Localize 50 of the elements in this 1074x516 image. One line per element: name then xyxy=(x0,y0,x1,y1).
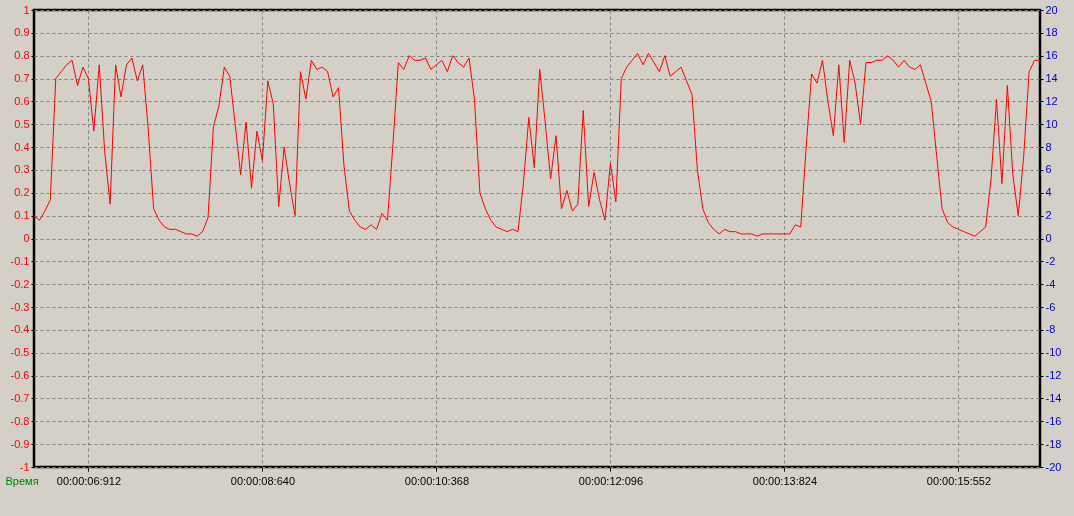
x-tick-label: 00:00:10:368 xyxy=(404,474,470,487)
y2-tick-label: 4 xyxy=(1045,186,1052,199)
y2-tick-label: 6 xyxy=(1045,163,1052,176)
y-tick-label: 0.6 xyxy=(14,94,30,107)
y-tick-label: 0.1 xyxy=(14,209,30,222)
y2-tick-label: 14 xyxy=(1045,72,1058,85)
y-tick-label: -0.9 xyxy=(10,437,30,450)
y-tick-label: -1 xyxy=(19,460,30,473)
y2-tick-label: -6 xyxy=(1045,300,1056,313)
y-tick-label: -0.2 xyxy=(10,277,30,290)
y2-tick-label: -14 xyxy=(1045,391,1062,404)
y2-tick-label: -18 xyxy=(1045,437,1062,450)
x-axis-title: Время xyxy=(5,474,39,487)
x-tick-label: 00:00:12:096 xyxy=(578,474,644,487)
y-tick-label: -0.3 xyxy=(10,300,30,313)
y2-tick-label: 20 xyxy=(1045,3,1058,16)
y-tick-label: 1 xyxy=(23,3,30,16)
y2-tick-label: -8 xyxy=(1045,323,1056,336)
y2-tick-label: 0 xyxy=(1045,232,1052,244)
y2-tick-label: -2 xyxy=(1045,254,1056,267)
y2-tick-label: -10 xyxy=(1045,346,1062,359)
y-tick-label: 0.2 xyxy=(14,186,30,199)
y2-tick-label: -12 xyxy=(1045,369,1062,382)
y2-tick-label: 12 xyxy=(1045,94,1058,107)
y-tick-label: -0.4 xyxy=(10,323,30,336)
y-tick-label: 0.3 xyxy=(14,163,30,176)
x-tick-label: 00:00:06:912 xyxy=(56,474,121,487)
y-tick-label: 0 xyxy=(23,232,30,244)
y-tick-label: -0.6 xyxy=(10,369,30,382)
line-series xyxy=(33,52,1041,237)
y2-tick-label: 8 xyxy=(1045,140,1052,153)
y2-tick-label: -20 xyxy=(1045,460,1062,473)
x-tick-label: 00:00:08:640 xyxy=(230,474,296,487)
y-tick-label: -0.8 xyxy=(10,414,30,427)
x-tick-label: 00:00:15:552 xyxy=(926,474,992,487)
y-tick-label: -0.1 xyxy=(10,254,30,267)
y-tick-label: 0.5 xyxy=(14,117,30,130)
y-tick-label: 0.8 xyxy=(14,49,30,62)
y-tick-label: 0.7 xyxy=(14,72,30,85)
y-tick-label: 0.4 xyxy=(14,140,30,153)
y2-tick-label: -4 xyxy=(1045,277,1056,290)
y2-tick-label: 10 xyxy=(1045,117,1058,130)
y2-tick-label: 16 xyxy=(1045,49,1058,62)
y-tick-label: -0.5 xyxy=(10,346,30,359)
x-tick-label: 00:00:13:824 xyxy=(752,474,818,487)
y2-tick-label: 18 xyxy=(1045,26,1058,39)
y2-tick-label: -16 xyxy=(1045,414,1062,427)
y-tick-label: 0.9 xyxy=(14,26,30,39)
y2-tick-label: 2 xyxy=(1045,209,1052,222)
y-tick-label: -0.7 xyxy=(10,391,30,404)
